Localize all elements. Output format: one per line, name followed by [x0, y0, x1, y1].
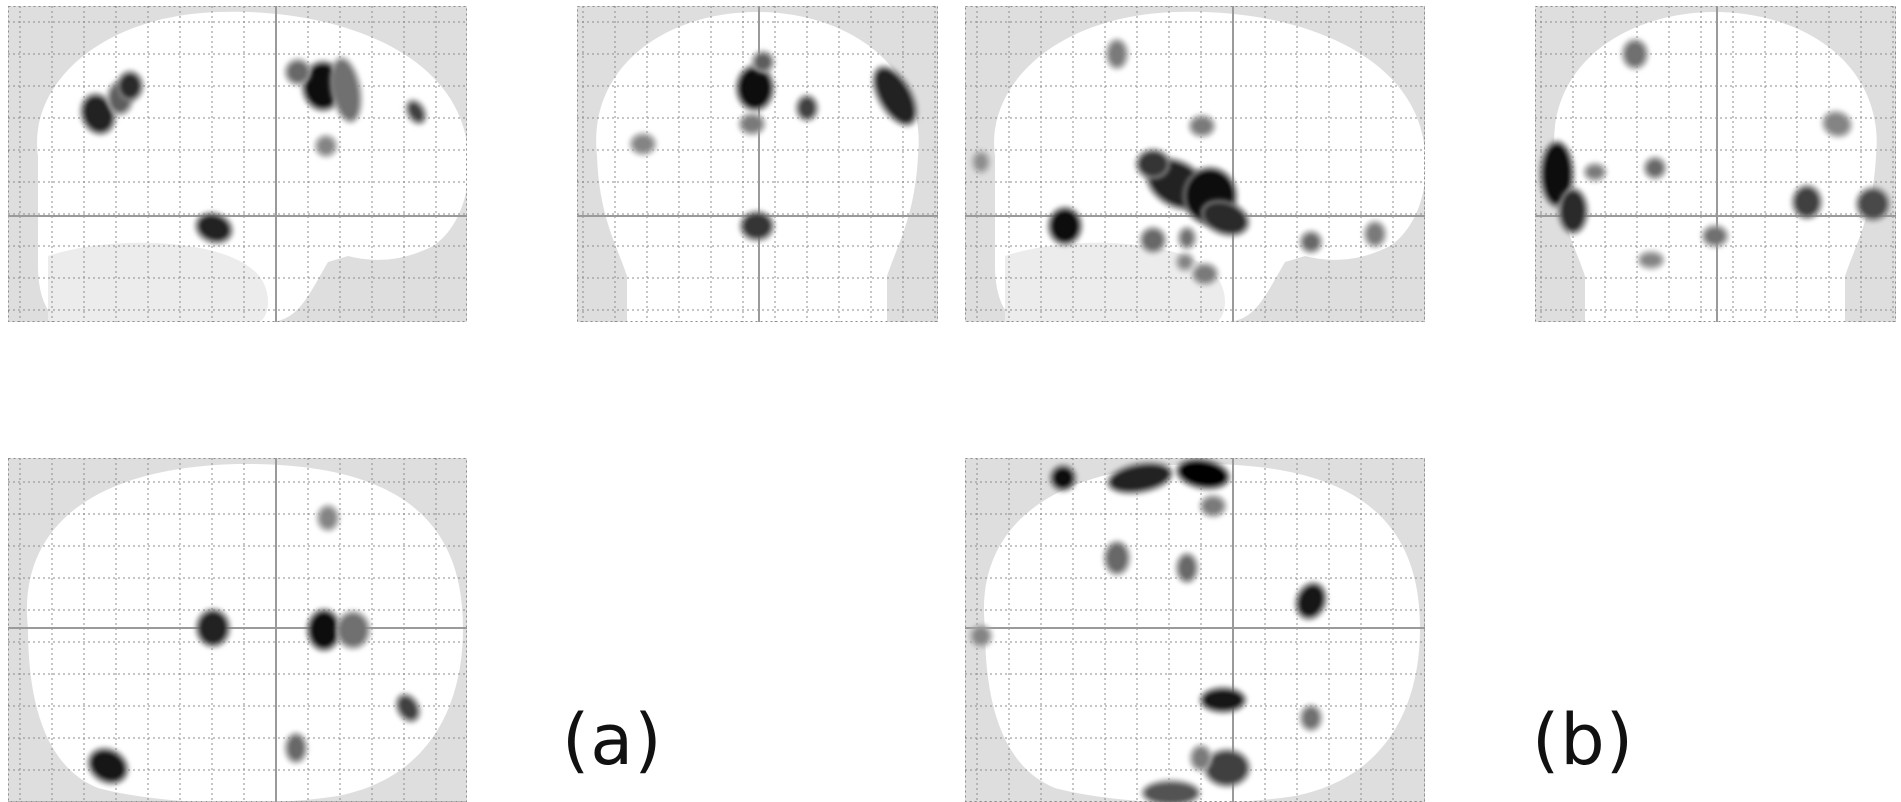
activation-blob	[1175, 252, 1195, 272]
activation-blob	[871, 65, 919, 127]
activation-blob	[116, 70, 144, 102]
activation-blob	[1191, 262, 1219, 286]
activation-blob	[1135, 148, 1171, 180]
activation-blob	[404, 98, 428, 126]
brain-outline	[1554, 12, 1877, 322]
activation-blob	[1106, 461, 1174, 495]
activation-blob	[1557, 187, 1589, 235]
brain-panel-svg	[965, 6, 1425, 322]
glass-brain-b-coronal	[1535, 6, 1896, 322]
glass-brain-a-coronal	[577, 6, 938, 322]
panel-label-a: (a)	[562, 699, 663, 781]
activation-blob	[1049, 464, 1077, 492]
activation-blob	[1199, 494, 1227, 518]
activation-blob	[795, 94, 819, 122]
activation-blob	[1791, 184, 1823, 220]
activation-blob	[739, 210, 775, 242]
brain-panel-svg	[8, 6, 467, 322]
activation-blob	[1175, 458, 1231, 491]
activation-blob	[1139, 226, 1167, 254]
activation-blob	[1821, 109, 1853, 139]
glass-brain-a-axial	[8, 458, 467, 802]
brain-panel-svg	[8, 458, 467, 802]
activation-blob	[971, 150, 991, 174]
activation-blob	[284, 58, 312, 86]
activation-blob	[1177, 226, 1197, 250]
activation-blob	[1188, 114, 1216, 138]
activation-blob	[86, 746, 130, 786]
activation-blob	[194, 211, 234, 245]
activation-blob	[1299, 704, 1323, 732]
brain-panel-svg	[577, 6, 938, 322]
brain-outline	[596, 12, 919, 322]
activation-blob	[1047, 206, 1083, 246]
activation-blob	[306, 608, 342, 652]
brain-panel-svg	[965, 458, 1425, 802]
activation-blob	[1701, 224, 1729, 248]
activation-blob	[329, 56, 363, 124]
activation-blob	[1203, 748, 1251, 788]
activation-blob	[316, 504, 340, 532]
activation-blob	[1199, 198, 1251, 238]
activation-blob	[394, 692, 422, 724]
brain-outline	[27, 463, 463, 802]
glass-brain-b-axial	[965, 458, 1425, 802]
activation-blob	[314, 134, 338, 158]
activation-blob	[1105, 38, 1129, 70]
activation-blob	[1175, 552, 1199, 584]
activation-blob	[335, 610, 371, 650]
grid-lines	[1535, 6, 1896, 322]
glass-brain-b-sagittal	[965, 6, 1425, 322]
activation-blob	[1141, 779, 1201, 802]
activation-blob	[1199, 686, 1247, 714]
activation-blob	[738, 112, 766, 136]
activation-blob	[195, 608, 231, 648]
activation-blob	[1299, 230, 1323, 254]
activation-blob	[1583, 162, 1607, 182]
activation-blob	[1189, 744, 1213, 772]
activation-blob	[284, 732, 308, 764]
activation-blob	[1637, 250, 1665, 270]
glass-brain-a-sagittal	[8, 6, 467, 322]
activation-blob	[1621, 38, 1649, 70]
activation-blob	[629, 132, 657, 156]
activation-blob	[1855, 186, 1891, 222]
activation-blob	[1363, 220, 1387, 248]
activation-blob	[751, 50, 775, 74]
brain-panel-svg	[1535, 6, 1896, 322]
panel-label-b: (b)	[1532, 699, 1635, 781]
activation-blob	[1103, 540, 1131, 576]
activation-blob	[1294, 581, 1328, 621]
activation-blob	[969, 624, 993, 648]
activation-blob	[1643, 156, 1667, 180]
activation-blob	[735, 64, 775, 112]
